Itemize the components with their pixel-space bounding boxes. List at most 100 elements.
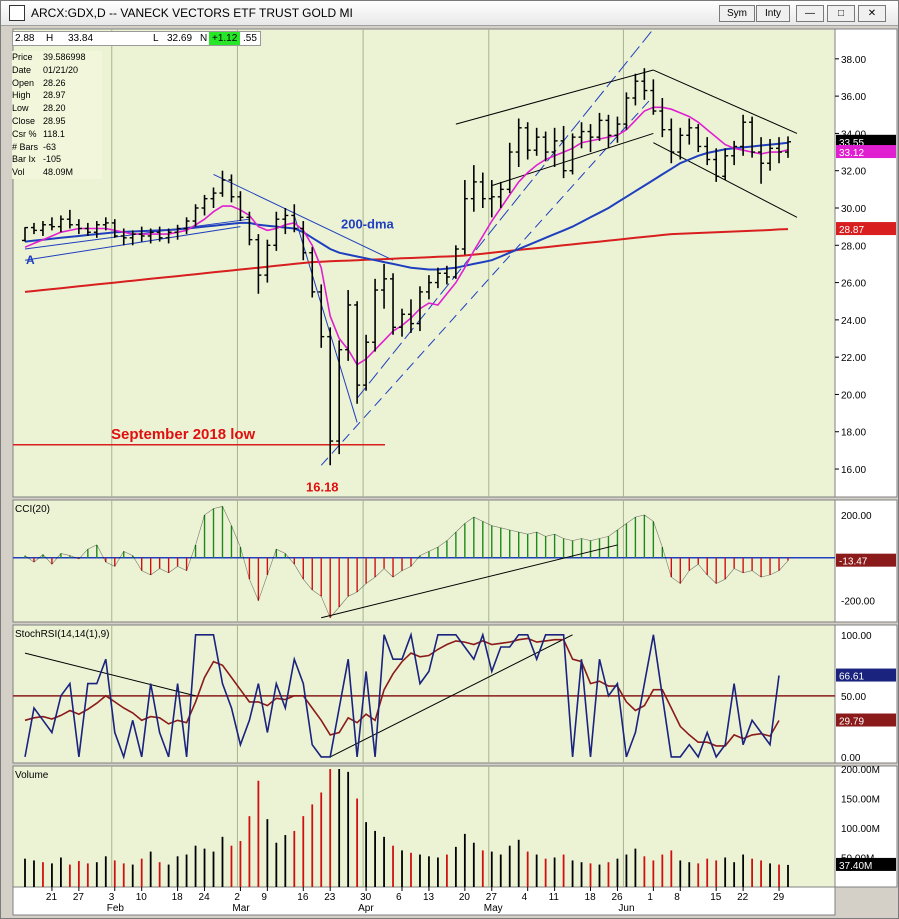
data-window-row: Close 28.95 bbox=[12, 115, 102, 128]
symbol-button[interactable]: Sym bbox=[719, 5, 755, 22]
minimize-button[interactable]: — bbox=[796, 5, 824, 22]
window-title: ARCX:GDX,D -- VANECK VECTORS ETF TRUST G… bbox=[31, 6, 353, 20]
price-bar bbox=[264, 239, 271, 283]
support-annotation: September 2018 low bbox=[111, 426, 256, 443]
price-bar bbox=[336, 340, 343, 455]
cci-last-tag: -13.47 bbox=[839, 557, 868, 568]
price-bar bbox=[201, 194, 208, 216]
price-bar bbox=[587, 124, 594, 153]
month-label: Jun bbox=[618, 903, 634, 914]
data-window-key: Low bbox=[12, 103, 29, 114]
header-change-value: +1.12 bbox=[209, 32, 241, 45]
price-bar bbox=[165, 228, 172, 244]
price-bar bbox=[309, 247, 316, 298]
price-bar bbox=[282, 207, 289, 235]
time-tick-label: 11 bbox=[549, 892, 560, 903]
price-tick-label: 16.00 bbox=[841, 465, 866, 476]
header-partial-value: 2.88 bbox=[15, 33, 35, 44]
data-window-row: Vol 48.09M bbox=[12, 166, 102, 179]
price-bar bbox=[596, 112, 603, 141]
price-trendline bbox=[653, 69, 798, 134]
price-trendline bbox=[455, 69, 654, 125]
price-tick-label: 28.00 bbox=[841, 241, 866, 252]
cci-pane-title: CCI(20) bbox=[15, 504, 50, 515]
ma-20-tag: 33.12 bbox=[839, 148, 864, 159]
data-window-value: -105 bbox=[43, 154, 62, 165]
restore-button[interactable]: □ bbox=[827, 5, 855, 22]
header-low-value: 32.69 bbox=[167, 33, 193, 44]
price-bar bbox=[273, 211, 280, 251]
price-bar bbox=[560, 125, 567, 179]
price-bar bbox=[785, 136, 791, 158]
header-net-key: N bbox=[200, 33, 208, 44]
pane-background bbox=[12, 28, 836, 498]
stochrsi-tick-label: 100.00 bbox=[841, 631, 872, 642]
price-bar bbox=[695, 124, 702, 153]
chart-canvas[interactable]: 38.0036.0034.0032.0030.0028.0026.0024.00… bbox=[1, 25, 898, 918]
data-window-key: Bar Ix bbox=[12, 154, 36, 165]
time-tick-label: 23 bbox=[324, 892, 336, 903]
time-tick-label: 30 bbox=[360, 892, 372, 903]
price-bar bbox=[246, 211, 253, 246]
time-tick-label: 10 bbox=[136, 892, 148, 903]
data-window-value: 39.586998 bbox=[43, 52, 86, 62]
data-window-key: Close bbox=[12, 115, 36, 126]
data-window-key: Price bbox=[12, 52, 33, 62]
price-bar bbox=[228, 174, 235, 203]
time-tick-label: 15 bbox=[710, 892, 722, 903]
price-bar bbox=[390, 273, 397, 335]
time-tick-label: 18 bbox=[585, 892, 597, 903]
volume-tick-label: 100.00M bbox=[841, 824, 880, 835]
time-tick-label: 27 bbox=[486, 892, 498, 903]
price-bar bbox=[57, 215, 64, 233]
price-axis-background bbox=[834, 624, 898, 764]
cci-last-tag-bg bbox=[836, 553, 896, 567]
price-bar bbox=[354, 301, 361, 404]
price-bar bbox=[668, 118, 675, 164]
price-bar bbox=[614, 116, 621, 143]
price-bar bbox=[506, 142, 513, 194]
price-bar bbox=[542, 131, 549, 162]
price-trendline bbox=[320, 95, 654, 466]
price-bar bbox=[659, 97, 666, 138]
ohlc-header-bar: 2.88 H 33.84 L 32.69 N +1.12 .55 bbox=[12, 31, 261, 46]
price-bar bbox=[578, 122, 585, 149]
ma-200-line bbox=[24, 228, 789, 293]
data-window-row: Open 28.26 bbox=[12, 77, 102, 90]
time-tick-label: 3 bbox=[109, 892, 115, 903]
price-bar bbox=[722, 148, 729, 181]
data-window: Price 39.586998 Date 01/21/20 Open 28.26 High 2… bbox=[12, 51, 102, 179]
time-tick-label: 1 bbox=[647, 892, 653, 903]
price-bar bbox=[183, 217, 190, 235]
price-trendline bbox=[356, 28, 654, 399]
price-bar bbox=[111, 219, 118, 238]
pane-background bbox=[12, 765, 836, 888]
price-bar bbox=[713, 148, 720, 182]
stochrsi-k-line bbox=[24, 631, 780, 760]
ma-20-line bbox=[24, 106, 789, 366]
price-bar bbox=[129, 230, 136, 246]
price-bar bbox=[470, 165, 477, 212]
price-trendline bbox=[293, 215, 358, 423]
interval-button[interactable]: Inty bbox=[756, 5, 790, 22]
price-bar bbox=[731, 140, 738, 166]
price-bar bbox=[174, 224, 181, 240]
ma-200-tag-bg bbox=[836, 222, 896, 236]
close-button[interactable]: ✕ bbox=[858, 5, 886, 22]
price-tick-label: 36.00 bbox=[841, 92, 866, 103]
month-label: Mar bbox=[232, 903, 250, 914]
time-tick-label: 18 bbox=[172, 892, 184, 903]
price-bar bbox=[138, 226, 145, 242]
title-bar[interactable]: ARCX:GDX,D -- VANECK VECTORS ETF TRUST G… bbox=[1, 1, 898, 26]
price-tick-label: 38.00 bbox=[841, 55, 866, 66]
stochrsi-d-tag: 29.79 bbox=[839, 717, 864, 728]
price-bar bbox=[677, 127, 684, 160]
stochrsi-tick-label: 0.00 bbox=[841, 753, 861, 764]
price-bar bbox=[291, 204, 298, 233]
stochrsi-d-line bbox=[24, 637, 780, 747]
pane-background bbox=[12, 499, 836, 623]
price-bar bbox=[416, 286, 423, 332]
header-low-key: L bbox=[153, 33, 159, 44]
price-tick-label: 30.00 bbox=[841, 204, 866, 215]
price-tick-label: 20.00 bbox=[841, 390, 866, 401]
